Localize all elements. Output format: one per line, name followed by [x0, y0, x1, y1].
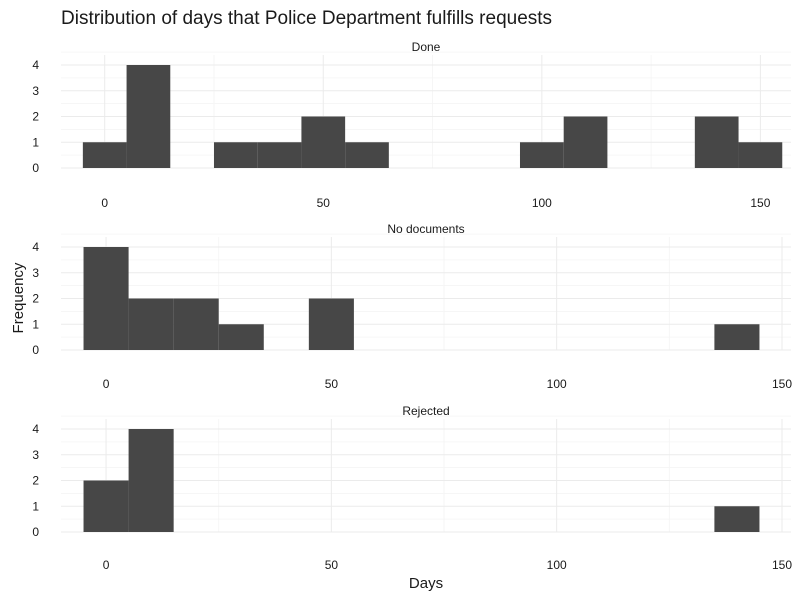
y-tick-label: 2: [32, 292, 39, 306]
x-tick-label: 0: [103, 377, 110, 391]
facet-panel: No documents 0 1 2 3 4 0 50 100 150: [32, 222, 792, 391]
y-tick-label: 4: [32, 240, 39, 254]
x-tick-label: 50: [317, 196, 331, 210]
histogram-bar: [257, 142, 302, 168]
histogram-bar: [128, 298, 174, 350]
x-axis-label: Days: [409, 575, 443, 592]
histogram-bar: [126, 65, 171, 168]
x-tick-label: 50: [325, 558, 339, 572]
histogram-bar: [83, 480, 129, 532]
y-axis-label: Frequency: [10, 262, 27, 333]
x-tick-label: 150: [772, 377, 792, 391]
x-tick-label: 0: [101, 196, 108, 210]
x-tick-label: 0: [103, 558, 110, 572]
histogram-bar: [83, 247, 129, 350]
y-tick-label: 1: [32, 499, 39, 513]
facet-panel: Done 0 1 2 3 4 0 50 100 150: [32, 40, 791, 210]
facet-panel: Rejected 0 1 2 3 4 0 50 100 150: [32, 404, 792, 572]
histogram-bar: [694, 116, 739, 168]
histogram-bar: [563, 116, 608, 168]
histogram-bar: [714, 324, 760, 350]
histogram-bar: [301, 116, 346, 168]
y-tick-label: 3: [32, 266, 39, 280]
facet-strip-label: Rejected: [402, 404, 449, 418]
x-tick-label: 50: [325, 377, 339, 391]
histogram-bar: [128, 429, 174, 532]
histogram-bar: [218, 324, 264, 350]
y-tick-label: 3: [32, 448, 39, 462]
histogram-bar: [345, 142, 389, 168]
histogram-bar: [738, 142, 783, 168]
x-tick-label: 100: [532, 196, 552, 210]
y-tick-label: 2: [32, 110, 39, 124]
x-tick-label: 100: [547, 377, 567, 391]
x-tick-label: 150: [750, 196, 770, 210]
facet-strip-label: Done: [412, 40, 441, 54]
histogram-bar: [519, 142, 564, 168]
y-tick-label: 0: [32, 343, 39, 357]
y-tick-label: 0: [32, 525, 39, 539]
y-tick-label: 0: [32, 161, 39, 175]
y-tick-label: 4: [32, 422, 39, 436]
y-tick-label: 1: [32, 317, 39, 331]
histogram-bar: [714, 506, 760, 532]
y-tick-label: 2: [32, 474, 39, 488]
x-tick-label: 150: [772, 558, 792, 572]
y-tick-label: 1: [32, 135, 39, 149]
histogram-bar: [82, 142, 127, 168]
chart-title: Distribution of days that Police Departm…: [61, 8, 552, 29]
histogram-bar: [173, 298, 219, 350]
x-tick-label: 100: [547, 558, 567, 572]
histogram-bar: [213, 142, 258, 168]
facet-strip-label: No documents: [387, 222, 464, 236]
y-tick-label: 4: [32, 58, 39, 72]
histogram-bar: [308, 298, 354, 350]
y-tick-label: 3: [32, 84, 39, 98]
